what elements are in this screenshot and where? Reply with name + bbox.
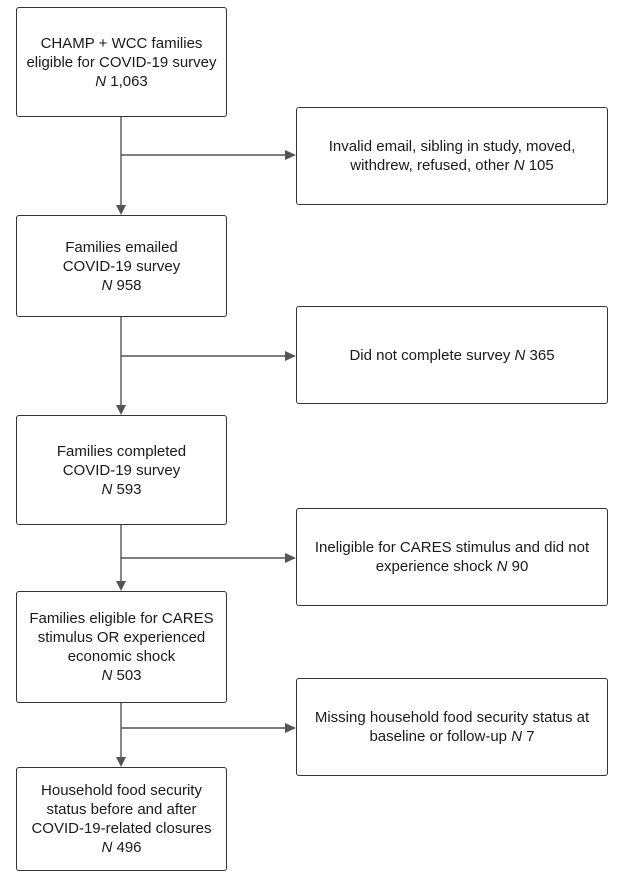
exclusion-box-text: Missing household food security status a… [314, 709, 590, 745]
connector-2 [116, 317, 296, 415]
main-box-completed: Families completed COVID-19 survey N 593 [16, 415, 227, 525]
main-box-text: Families completed COVID-19 survey [56, 442, 187, 479]
exclusion-box-text: Ineligible for CARES stimulus and did no… [314, 539, 590, 575]
main-box-count: N 503 [101, 667, 142, 684]
main-box-text: Families emailed COVID-19 survey [62, 238, 181, 275]
main-box-food-security: Household food security status before an… [16, 767, 227, 871]
main-box-text: CHAMP + WCC families eligible for COVID-… [26, 34, 217, 71]
connector-1 [116, 117, 296, 215]
main-box-eligible: CHAMP + WCC families eligible for COVID-… [16, 7, 227, 117]
connector-3 [116, 525, 296, 591]
main-box-cares-eligible: Families eligible for CARES stimulus OR … [16, 591, 227, 703]
main-box-count: N 496 [101, 839, 142, 856]
main-box-count: N 593 [101, 480, 142, 498]
connector-4 [116, 703, 296, 767]
main-box-emailed: Families emailed COVID-19 survey N 958 [16, 215, 227, 317]
exclusion-box-ineligible: Ineligible for CARES stimulus and did no… [296, 508, 608, 606]
exclusion-box-text: Invalid email, sibling in study, moved, … [328, 138, 576, 174]
exclusion-box-missing: Missing household food security status a… [296, 678, 608, 776]
main-box-text: Household food security status before an… [31, 782, 212, 837]
main-box-text: Families eligible for CARES stimulus OR … [29, 610, 214, 665]
exclusion-box-text: Did not complete survey N 365 [349, 346, 555, 364]
main-box-count: N 958 [101, 276, 142, 294]
main-box-count: N 1,063 [95, 72, 148, 90]
exclusion-box-invalid: Invalid email, sibling in study, moved, … [296, 107, 608, 205]
exclusion-box-not-completed: Did not complete survey N 365 [296, 306, 608, 404]
